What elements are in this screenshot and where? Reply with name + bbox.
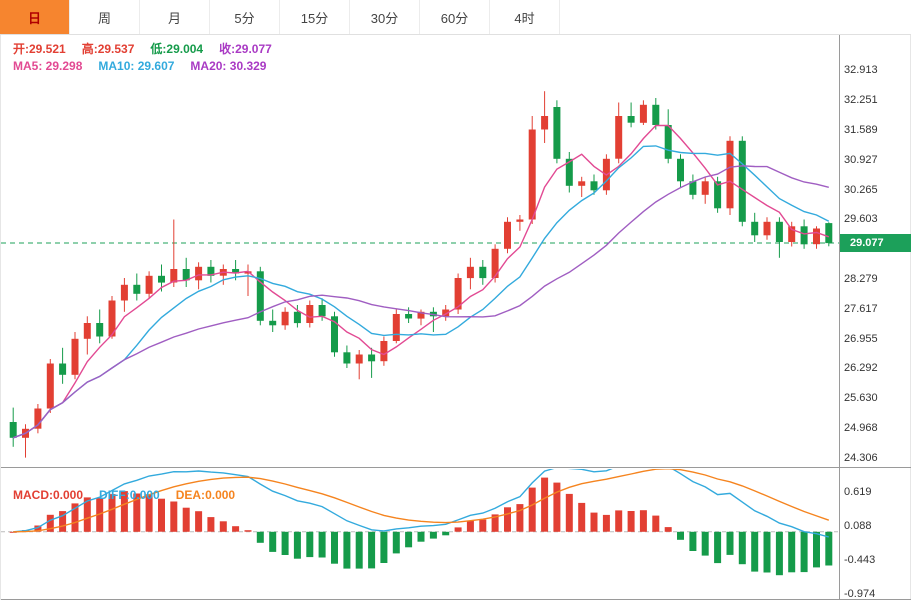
main-y-axis-tick: 25.630 [844,392,878,405]
main-y-axis-tick: 30.927 [844,153,878,166]
main-y-axis-tick: 32.251 [844,94,878,107]
timeframe-tabbar: 日 周 月 5分 15分 30分 60分 4时 [0,0,911,35]
high-value: 29.537 [97,42,135,56]
chart-container: 开:29.521 高:29.537 低:29.004 收:29.077 MA5:… [0,35,911,600]
close-value: 29.077 [235,42,272,56]
macd-value: 0.000 [53,488,84,502]
current-price-tag: 29.077 [840,234,911,253]
macd-chart[interactable] [1,469,839,599]
ma5-label: MA5: [13,59,46,73]
tab-60min[interactable]: 60分 [420,0,490,34]
low-label: 低: [150,42,167,56]
dea-value: 0.000 [205,488,236,502]
high-label: 高: [81,42,98,56]
main-y-axis-tick: 27.617 [844,302,878,315]
diff-value: 0.000 [129,488,160,502]
ohlc-header: 开:29.521 高:29.537 低:29.004 收:29.077 [13,40,272,57]
ma10-label: MA10: [98,59,138,73]
ma20-value: 30.329 [229,59,267,73]
low-value: 29.004 [166,42,204,56]
macd-label: MACD: [13,488,53,502]
main-y-axis-tick: 26.292 [844,362,878,375]
tab-monthly[interactable]: 月 [140,0,210,34]
open-value: 29.521 [29,42,66,56]
tab-30min[interactable]: 30分 [350,0,420,34]
main-y-axis-tick: 26.955 [844,332,878,345]
macd-y-axis-tick: -0.443 [844,554,876,567]
tab-daily[interactable]: 日 [0,0,70,34]
main-y-axis-tick: 31.589 [844,123,878,136]
diff-label: DIFF: [99,488,130,502]
main-y-axis-tick: 24.968 [844,421,878,434]
panel-divider [1,467,911,468]
tab-weekly[interactable]: 周 [70,0,140,34]
main-y-axis-tick: 32.913 [844,64,878,77]
y-axis-divider [839,35,840,600]
ma-header: MA5: 29.298 MA10: 29.607 MA20: 30.329 [13,59,266,73]
main-y-axis-tick: 24.306 [844,451,878,464]
dea-label: DEA: [175,488,206,502]
candlestick-chart[interactable] [1,35,839,467]
macd-y-axis-tick: 0.619 [844,486,872,499]
main-y-axis-tick: 29.603 [844,213,878,226]
close-label: 收: [219,42,236,56]
macd-y-axis-tick: -0.974 [844,588,876,600]
macd-y-axis-tick: 0.088 [844,520,872,533]
ma5-value: 29.298 [45,59,83,73]
tab-4hour[interactable]: 4时 [490,0,560,34]
main-y-axis-tick: 28.279 [844,272,878,285]
tab-15min[interactable]: 15分 [280,0,350,34]
macd-header: MACD:0.000 DIFF:0.000 DEA:0.000 [13,488,235,502]
ma10-value: 29.607 [137,59,175,73]
main-y-axis-tick: 30.265 [844,183,878,196]
tab-5min[interactable]: 5分 [210,0,280,34]
open-label: 开: [13,42,29,56]
ma20-label: MA20: [190,59,230,73]
